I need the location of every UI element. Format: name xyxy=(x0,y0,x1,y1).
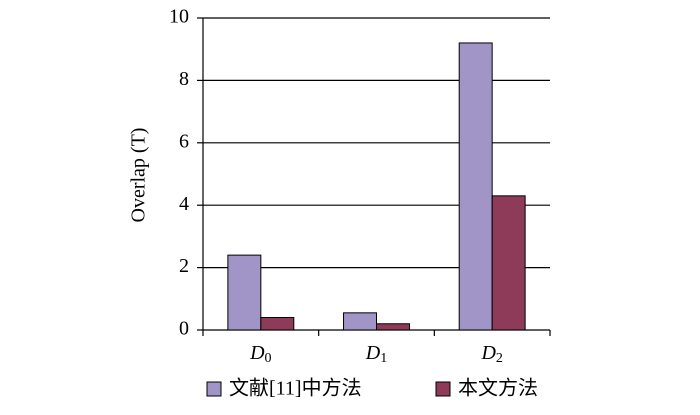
x-tick-label: D1 xyxy=(365,342,387,367)
y-tick-label: 4 xyxy=(179,193,189,215)
y-axis-label: Overlap (T) xyxy=(128,128,150,223)
y-tick-label: 10 xyxy=(169,6,189,28)
bar xyxy=(260,317,295,331)
y-tick-label: 6 xyxy=(179,130,189,152)
bar xyxy=(458,42,493,331)
x-tick-label: D0 xyxy=(249,342,271,367)
legend-swatch xyxy=(206,381,222,397)
bar xyxy=(343,312,378,331)
legend-swatch xyxy=(435,381,451,397)
x-tick-label: D2 xyxy=(480,342,502,367)
y-tick-label: 2 xyxy=(179,255,189,277)
y-tick-label: 0 xyxy=(179,318,189,340)
legend-label: 本文方法 xyxy=(458,377,538,400)
bar xyxy=(491,195,526,331)
y-tick-label: 8 xyxy=(179,68,189,90)
legend-label: 文献[11]中方法 xyxy=(229,377,362,400)
bar xyxy=(376,323,410,331)
bar xyxy=(227,254,262,331)
